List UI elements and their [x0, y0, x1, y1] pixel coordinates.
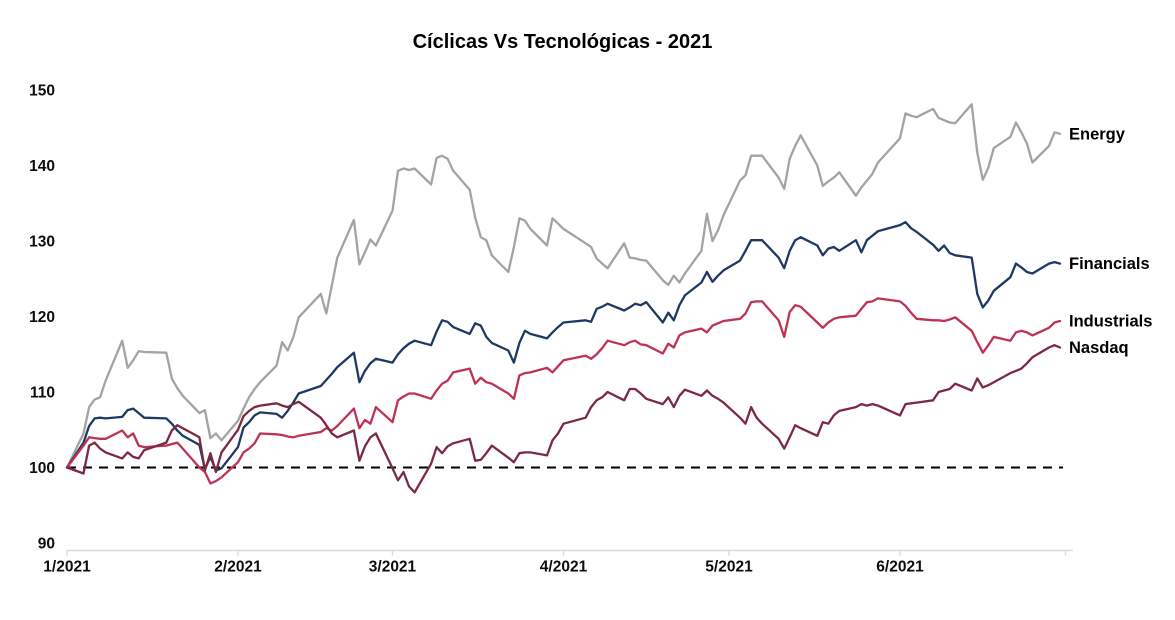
- x-tick-label: 6/2021: [876, 559, 924, 576]
- y-tick-label: 100: [29, 460, 55, 477]
- series-label-energy: Energy: [1069, 125, 1126, 143]
- series-line-nasdaq: [65, 344, 1062, 494]
- y-tick-label: 130: [29, 234, 55, 251]
- series-line-energy: [65, 103, 1062, 469]
- y-tick-label: 140: [29, 158, 55, 175]
- y-tick-label: 90: [38, 536, 55, 553]
- x-tick-label: 2/2021: [214, 559, 262, 576]
- chart-title: Cíclicas Vs Tecnológicas - 2021: [412, 31, 713, 53]
- x-tick-label: 5/2021: [705, 559, 753, 576]
- series-label-industrials: Industrials: [1069, 313, 1152, 331]
- x-tick-label: 4/2021: [540, 559, 588, 576]
- y-tick-label: 120: [29, 309, 55, 326]
- series-line-financials: [65, 220, 1062, 472]
- y-tick-label: 110: [30, 385, 55, 402]
- x-tick-label: 3/2021: [369, 559, 417, 576]
- series-label-financials: Financials: [1069, 255, 1150, 273]
- x-tick-label: 1/2021: [43, 559, 91, 576]
- series-label-nasdaq: Nasdaq: [1069, 339, 1129, 357]
- series-line-industrials: [65, 297, 1062, 485]
- y-tick-label: 150: [29, 83, 55, 100]
